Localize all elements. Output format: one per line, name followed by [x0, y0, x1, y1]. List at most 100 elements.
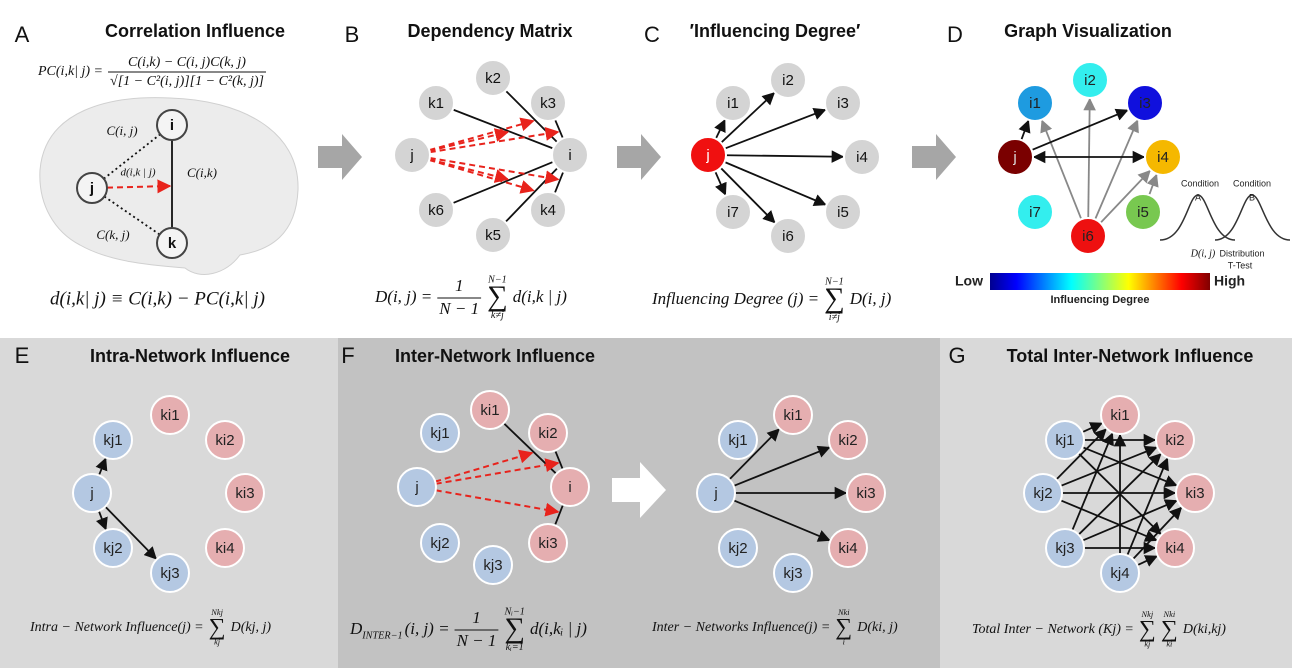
- node-label: kj2: [103, 540, 122, 557]
- inset-label: B: [1249, 192, 1255, 202]
- node-label: ki3: [235, 485, 254, 502]
- node-label: j: [409, 147, 413, 164]
- node-label: i1: [727, 95, 739, 112]
- arrow: [715, 171, 725, 194]
- panel-letter: B: [345, 22, 360, 47]
- node-label: ki1: [160, 407, 179, 424]
- sum-upper: Nkj: [1141, 610, 1154, 619]
- panel-title: Inter-Network Influence: [395, 346, 595, 366]
- sum-lower: i≠j: [829, 312, 840, 323]
- step-arrow: [617, 134, 661, 180]
- node-label: ki1: [783, 407, 802, 424]
- node-label: kj2: [430, 535, 449, 552]
- node-label: i3: [1139, 95, 1151, 112]
- node-label: i5: [1137, 204, 1149, 221]
- inset-label: D(i, j): [1190, 248, 1216, 259]
- node-label: ki3: [1185, 485, 1204, 502]
- edge-label: C(k, j): [96, 227, 129, 242]
- formula-text: D(kj, j): [230, 620, 272, 635]
- panel-letter: D: [947, 22, 963, 47]
- node-label: i3: [837, 95, 849, 112]
- panel-letter: C: [644, 22, 660, 47]
- sum-upper: N−1: [824, 276, 844, 287]
- node-label: ki2: [1165, 432, 1184, 449]
- node-label: i: [568, 147, 571, 164]
- node-label: kj3: [160, 565, 179, 582]
- edge-label: C(i, j): [106, 123, 137, 138]
- node-label: kj2: [728, 540, 747, 557]
- gray-arrow: [1088, 99, 1090, 217]
- panel-e-bg: [0, 338, 338, 668]
- formula-text: Inter − Networks Influence(j) =: [651, 620, 830, 635]
- sum-upper: Nᵢ−1: [503, 606, 524, 617]
- node-label: k6: [428, 202, 444, 219]
- formula-numerator: C(i,k) − C(i, j)C(k, j): [128, 55, 246, 70]
- sum-upper: Nkj: [210, 608, 223, 617]
- node-label: i7: [1029, 204, 1041, 221]
- node-label: j: [1012, 149, 1016, 166]
- node-label: i: [568, 479, 571, 496]
- arrow: [716, 120, 725, 139]
- step-arrow: [318, 134, 362, 180]
- sum-upper: Nki: [837, 608, 850, 617]
- node-label: k: [168, 235, 177, 252]
- node-label: ki1: [1110, 407, 1129, 424]
- sum-lower: kj: [214, 638, 221, 647]
- node-label: j: [89, 485, 93, 502]
- red-dashed-arrow: [430, 132, 508, 151]
- step-arrow: [912, 134, 956, 180]
- inset-label: A: [1195, 192, 1201, 202]
- red-dashed-arrow: [429, 160, 533, 190]
- node-label: kj3: [1055, 540, 1074, 557]
- node-label: i2: [782, 72, 794, 89]
- panel-title: Correlation Influence: [105, 21, 285, 41]
- formula-denominator: √[1 − C²(i, j)][1 − C²(k, j)]: [110, 74, 264, 89]
- node-label: kj1: [430, 425, 449, 442]
- formula-denominator: N − 1: [456, 631, 497, 650]
- edge: [555, 120, 563, 139]
- node-label: ki3: [538, 535, 557, 552]
- formula-text: D: [349, 619, 363, 638]
- gray-arrow: [1149, 175, 1156, 194]
- node-label: kj1: [1055, 432, 1074, 449]
- node-label: k4: [540, 202, 556, 219]
- red-dashed-arrow: [429, 159, 507, 179]
- node-label: k3: [540, 95, 556, 112]
- panel-title: Intra-Network Influence: [90, 346, 290, 366]
- node-label: j: [89, 180, 94, 197]
- colorbar-low: Low: [955, 273, 983, 289]
- inset-label: T-Test: [1228, 260, 1253, 270]
- sum-symbol: ∑: [835, 614, 852, 640]
- inset-label: Condition: [1181, 178, 1219, 188]
- formula-text: d(i,kᵢ | j): [530, 619, 587, 638]
- formula-text: Total Inter − Network (Kj) =: [972, 622, 1134, 637]
- node-label: i4: [856, 149, 868, 166]
- colorbar-high: High: [1214, 273, 1245, 289]
- colorbar: [990, 273, 1210, 290]
- formula-denominator: N − 1: [438, 299, 479, 318]
- sum-lower: ki: [1166, 640, 1173, 649]
- panel-letter: A: [15, 22, 30, 47]
- node-label: kj2: [1033, 485, 1052, 502]
- sum-upper: N−1: [487, 274, 507, 285]
- arrow: [726, 155, 843, 157]
- node-label: k5: [485, 227, 501, 244]
- node-label: i2: [1084, 72, 1096, 89]
- node-label: kj1: [103, 432, 122, 449]
- node-label: i6: [1082, 228, 1094, 245]
- formula-text: (i, j) =: [405, 619, 450, 638]
- node-label: kj4: [1110, 565, 1129, 582]
- panel-letter: E: [15, 343, 30, 368]
- inset-label: Distribution: [1219, 248, 1264, 258]
- node-label: ki3: [856, 485, 875, 502]
- node-label: i4: [1157, 149, 1169, 166]
- formula-text: Intra − Network Influence(j) =: [29, 620, 204, 635]
- node-label: kj1: [728, 432, 747, 449]
- panel-title: ′Influencing Degree′: [690, 21, 861, 41]
- node-label: j: [414, 479, 418, 496]
- formula-text: d(i,k| j) ≡ C(i,k) − PC(i,k| j): [50, 288, 265, 309]
- node-label: i1: [1029, 95, 1041, 112]
- node-label: j: [705, 147, 709, 164]
- node-label: ki1: [480, 402, 499, 419]
- panel-title: Dependency Matrix: [407, 21, 572, 41]
